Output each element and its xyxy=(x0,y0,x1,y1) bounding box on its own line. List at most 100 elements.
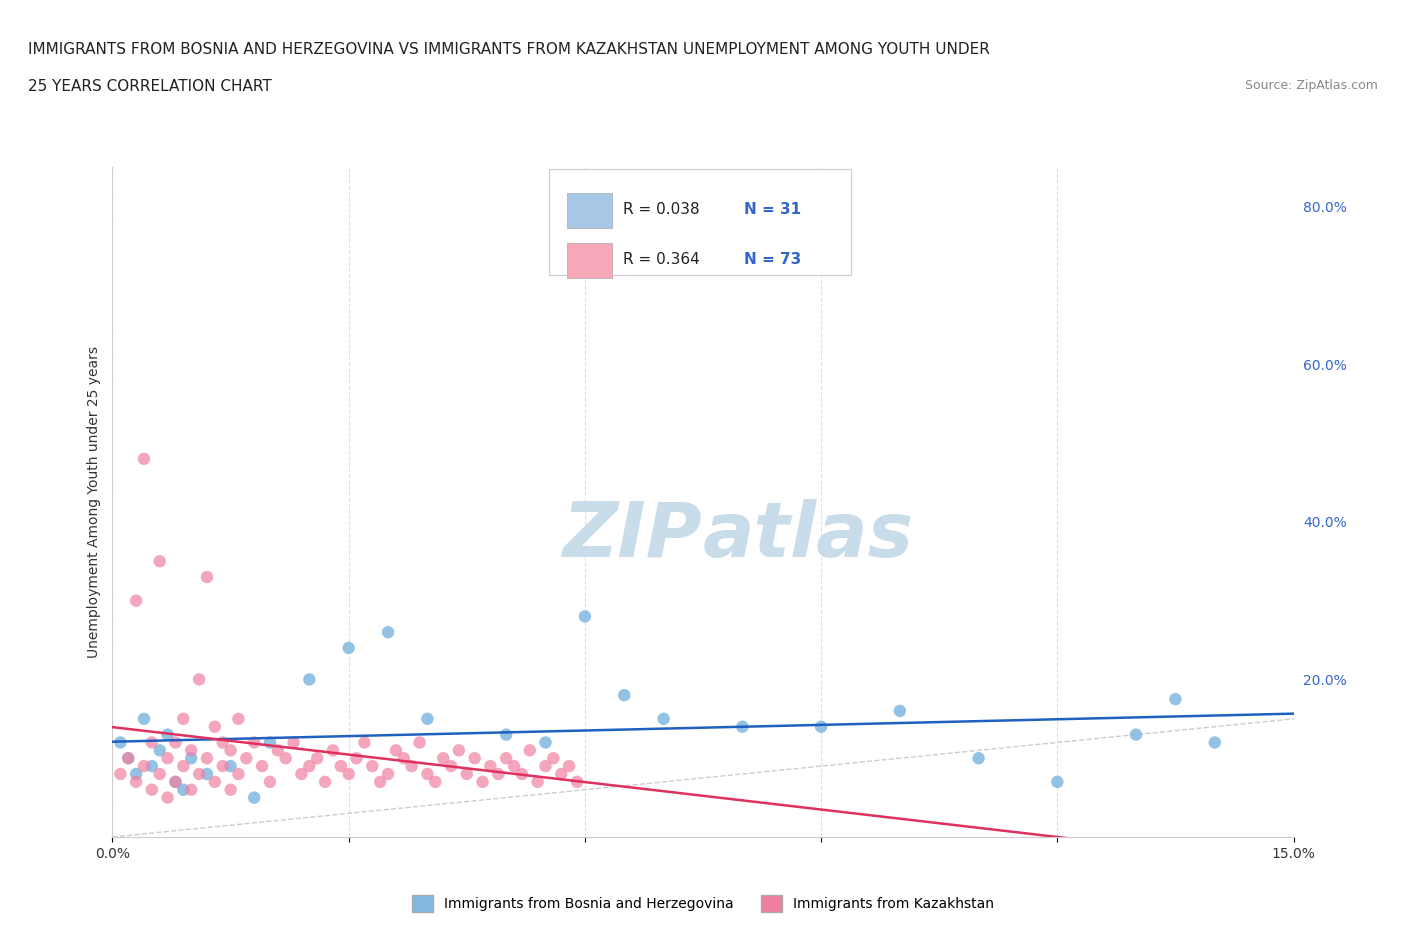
Text: R = 0.364: R = 0.364 xyxy=(623,252,699,267)
Point xyxy=(416,711,439,726)
Point xyxy=(298,672,321,687)
Point xyxy=(519,743,541,758)
Legend: Immigrants from Bosnia and Herzegovina, Immigrants from Kazakhstan: Immigrants from Bosnia and Herzegovina, … xyxy=(406,889,1000,917)
Point xyxy=(149,554,172,569)
Point xyxy=(329,759,352,774)
Point xyxy=(219,759,242,774)
Point xyxy=(110,766,132,781)
Point xyxy=(337,766,360,781)
Point xyxy=(188,766,211,781)
Point xyxy=(149,766,172,781)
Text: atlas: atlas xyxy=(703,498,914,573)
Point xyxy=(141,735,163,750)
Point xyxy=(377,766,399,781)
Point xyxy=(425,775,447,790)
FancyBboxPatch shape xyxy=(550,168,851,274)
Point xyxy=(204,719,226,734)
Point xyxy=(550,766,572,781)
Point xyxy=(125,593,148,608)
Point xyxy=(479,759,502,774)
Point xyxy=(1164,692,1187,707)
Point xyxy=(274,751,297,765)
Point xyxy=(307,751,329,765)
Point xyxy=(574,609,596,624)
Point xyxy=(219,782,242,797)
Point xyxy=(361,759,384,774)
Point xyxy=(156,727,179,742)
Y-axis label: Unemployment Among Youth under 25 years: Unemployment Among Youth under 25 years xyxy=(87,346,101,658)
Point xyxy=(188,672,211,687)
Point xyxy=(377,625,399,640)
Point xyxy=(195,569,218,584)
Point xyxy=(259,775,281,790)
Point xyxy=(889,703,911,718)
Point xyxy=(219,743,242,758)
Point xyxy=(1046,775,1069,790)
Point xyxy=(243,790,266,805)
Point xyxy=(432,751,454,765)
Point xyxy=(180,743,202,758)
Point xyxy=(471,775,494,790)
Text: N = 73: N = 73 xyxy=(744,252,801,267)
FancyBboxPatch shape xyxy=(567,243,612,278)
Point xyxy=(613,688,636,703)
Point xyxy=(503,759,526,774)
Point xyxy=(1204,735,1226,750)
Point xyxy=(141,782,163,797)
Point xyxy=(440,759,463,774)
Text: IMMIGRANTS FROM BOSNIA AND HERZEGOVINA VS IMMIGRANTS FROM KAZAKHSTAN UNEMPLOYMEN: IMMIGRANTS FROM BOSNIA AND HERZEGOVINA V… xyxy=(28,42,990,57)
Point xyxy=(243,735,266,750)
FancyBboxPatch shape xyxy=(567,193,612,228)
Point xyxy=(180,782,202,797)
Point xyxy=(368,775,391,790)
Point xyxy=(149,743,172,758)
Point xyxy=(652,711,675,726)
Point xyxy=(392,751,415,765)
Text: N = 31: N = 31 xyxy=(744,202,801,217)
Point xyxy=(211,759,233,774)
Point xyxy=(346,751,368,765)
Point xyxy=(456,766,478,781)
Point xyxy=(141,759,163,774)
Point xyxy=(416,766,439,781)
Point xyxy=(486,766,509,781)
Point xyxy=(495,751,517,765)
Point xyxy=(267,743,290,758)
Point xyxy=(165,775,187,790)
Point xyxy=(290,766,312,781)
Point xyxy=(228,766,250,781)
Point xyxy=(353,735,375,750)
Text: Source: ZipAtlas.com: Source: ZipAtlas.com xyxy=(1244,79,1378,92)
Point xyxy=(259,735,281,750)
Point xyxy=(132,711,155,726)
Point xyxy=(1125,727,1147,742)
Point xyxy=(180,751,202,765)
Point xyxy=(314,775,336,790)
Point xyxy=(211,735,233,750)
Point xyxy=(110,735,132,750)
Point xyxy=(337,641,360,656)
Point xyxy=(298,759,321,774)
Point xyxy=(558,759,581,774)
Point xyxy=(731,719,754,734)
Point xyxy=(235,751,257,765)
Point xyxy=(810,719,832,734)
Point xyxy=(447,743,470,758)
Text: 25 YEARS CORRELATION CHART: 25 YEARS CORRELATION CHART xyxy=(28,79,271,94)
Point xyxy=(228,711,250,726)
Point xyxy=(408,735,430,750)
Point xyxy=(125,775,148,790)
Point xyxy=(125,766,148,781)
Point xyxy=(283,735,305,750)
Point xyxy=(117,751,139,765)
Point xyxy=(250,759,273,774)
Point xyxy=(165,735,187,750)
Point xyxy=(172,782,194,797)
Point xyxy=(132,759,155,774)
Point xyxy=(495,727,517,742)
Point xyxy=(172,759,194,774)
Point xyxy=(132,451,155,466)
Point xyxy=(967,751,990,765)
Point xyxy=(156,751,179,765)
Text: R = 0.038: R = 0.038 xyxy=(623,202,699,217)
